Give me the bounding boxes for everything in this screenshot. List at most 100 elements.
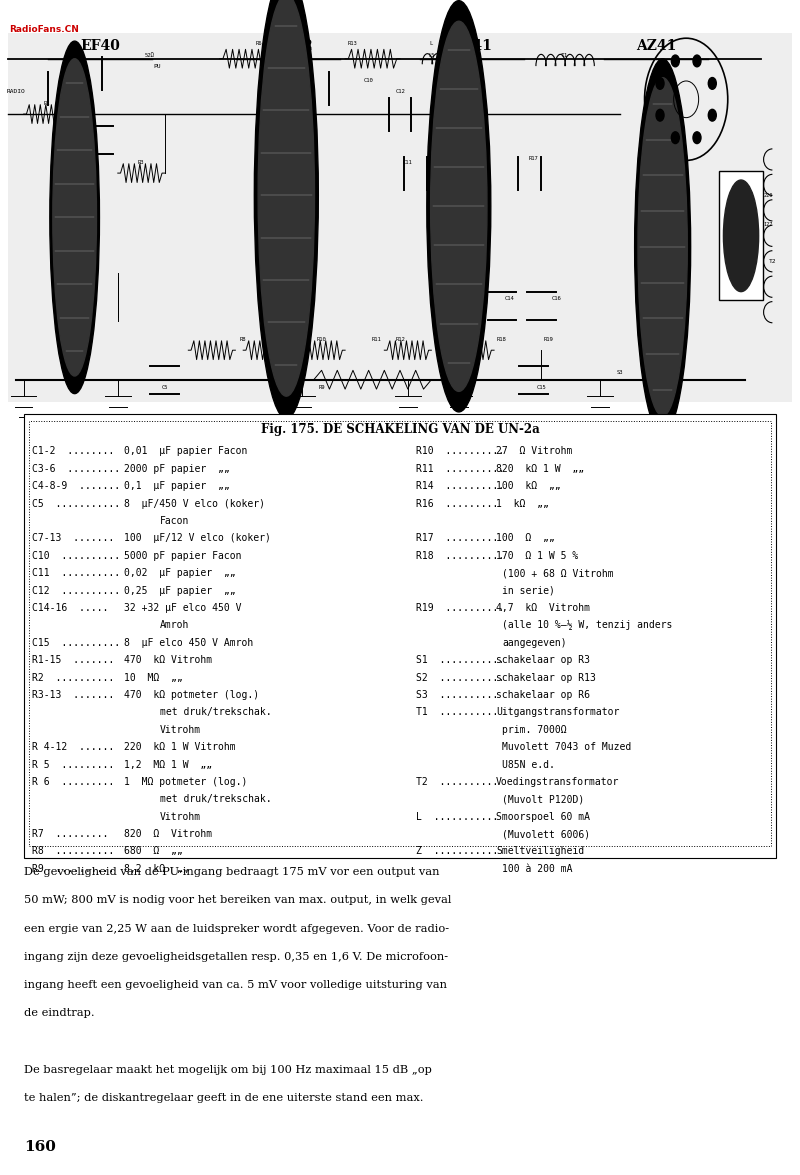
Text: 27  Ω Vitrohm: 27 Ω Vitrohm xyxy=(496,446,572,457)
Text: T1: T1 xyxy=(561,53,568,58)
Text: S3: S3 xyxy=(616,370,622,375)
Text: 470  kΩ potmeter (log.): 470 kΩ potmeter (log.) xyxy=(124,690,259,700)
Text: C15: C15 xyxy=(536,384,546,390)
Text: ingang zijn deze gevoeligheidsgetallen resp. 0,35 en 1,6 V. De microfoon-: ingang zijn deze gevoeligheidsgetallen r… xyxy=(24,952,448,962)
Ellipse shape xyxy=(50,41,99,394)
Text: 170  Ω 1 W 5 %: 170 Ω 1 W 5 % xyxy=(496,551,578,560)
Text: C6: C6 xyxy=(302,79,309,83)
Text: 0,01  μF papier Facon: 0,01 μF papier Facon xyxy=(124,446,247,457)
Text: 32 +32 μF elco 450 V: 32 +32 μF elco 450 V xyxy=(124,603,242,613)
Text: C4-8-9  .......: C4-8-9 ....... xyxy=(32,482,120,491)
Circle shape xyxy=(656,109,664,121)
Text: R17  .........: R17 ......... xyxy=(416,533,498,544)
Text: een ergie van 2,25 W aan de luidspreker wordt afgegeven. Voor de radio-: een ergie van 2,25 W aan de luidspreker … xyxy=(24,924,449,934)
Text: C2: C2 xyxy=(91,127,98,132)
Text: C7: C7 xyxy=(295,281,302,287)
Circle shape xyxy=(693,55,701,67)
Ellipse shape xyxy=(723,180,758,291)
Text: 0,02  μF papier  „„: 0,02 μF papier „„ xyxy=(124,569,236,578)
Ellipse shape xyxy=(427,1,491,412)
Text: ingang heeft een gevoeligheid van ca. 5 mV voor volledige uitsturing van: ingang heeft een gevoeligheid van ca. 5 … xyxy=(24,980,447,991)
Text: Smeltveiligheid: Smeltveiligheid xyxy=(496,846,584,857)
Text: R15: R15 xyxy=(442,336,452,342)
Text: 100  Ω  „„: 100 Ω „„ xyxy=(496,533,554,544)
Text: R11: R11 xyxy=(372,336,382,342)
Text: L: L xyxy=(430,41,433,47)
Text: R3-13  .......: R3-13 ....... xyxy=(32,690,114,700)
Text: RadioFans.CN: RadioFans.CN xyxy=(10,25,79,34)
Text: R1: R1 xyxy=(44,101,50,106)
Text: T2: T2 xyxy=(769,260,776,264)
Text: S1  ...........: S1 ........... xyxy=(416,656,504,665)
Text: De gevoeligheid van de PU-ingang bedraagt 175 mV vor een output van: De gevoeligheid van de PU-ingang bedraag… xyxy=(24,867,439,878)
Text: T2  ..........: T2 .......... xyxy=(416,777,498,787)
Text: R14  ..........: R14 .......... xyxy=(416,482,504,491)
Text: R7: R7 xyxy=(295,303,302,308)
Text: te halen”; de diskantregelaar geeft in de ene uiterste stand een max.: te halen”; de diskantregelaar geeft in d… xyxy=(24,1093,423,1103)
Text: C12  ..........: C12 .......... xyxy=(32,585,120,596)
Text: C1-2  ........: C1-2 ........ xyxy=(32,446,114,457)
Text: Muvolett 7043 of Muzed: Muvolett 7043 of Muzed xyxy=(502,743,632,752)
Text: R9  ..........: R9 .......... xyxy=(32,864,114,874)
Text: 100  kΩ  „„: 100 kΩ „„ xyxy=(496,482,561,491)
Text: prim. 7000Ω: prim. 7000Ω xyxy=(502,725,567,734)
Text: C14: C14 xyxy=(505,296,514,301)
Text: C15  ..........: C15 .......... xyxy=(32,638,120,647)
Text: C1: C1 xyxy=(75,70,82,76)
Text: (Muvolt P120D): (Muvolt P120D) xyxy=(502,794,585,805)
Text: 0,25  μF papier  „„: 0,25 μF papier „„ xyxy=(124,585,236,596)
Text: RADIO: RADIO xyxy=(6,89,26,94)
Ellipse shape xyxy=(258,0,314,396)
Circle shape xyxy=(708,109,716,121)
Ellipse shape xyxy=(638,78,687,416)
Text: Voedingstransformator: Voedingstransformator xyxy=(496,777,619,787)
Text: C7-13  .......: C7-13 ....... xyxy=(32,533,114,544)
Text: 10  MΩ  „„: 10 MΩ „„ xyxy=(124,672,182,683)
Text: 0,1  μF papier  „„: 0,1 μF papier „„ xyxy=(124,482,230,491)
Text: Smoorspoel 60 mA: Smoorspoel 60 mA xyxy=(496,812,590,821)
Text: R 6  .........: R 6 ......... xyxy=(32,777,114,787)
Text: schakelaar op R13: schakelaar op R13 xyxy=(496,672,596,683)
Text: 680  Ω  „„: 680 Ω „„ xyxy=(124,846,182,857)
Text: Facon: Facon xyxy=(160,516,190,526)
Text: R13: R13 xyxy=(348,41,358,47)
Text: 160: 160 xyxy=(24,1140,56,1154)
Text: in serie): in serie) xyxy=(502,585,555,596)
Circle shape xyxy=(671,132,679,143)
Text: R12: R12 xyxy=(395,336,405,342)
Text: R19  ..........: R19 .......... xyxy=(416,603,504,613)
Text: R1-15  .......: R1-15 ....... xyxy=(32,656,114,665)
Text: R19: R19 xyxy=(544,336,554,342)
Text: AZ41: AZ41 xyxy=(636,39,676,53)
Text: R17: R17 xyxy=(529,156,538,161)
Text: C5: C5 xyxy=(162,384,168,390)
Circle shape xyxy=(671,55,679,67)
Text: C13: C13 xyxy=(466,296,475,301)
Text: 100  μF/12 V elco (koker): 100 μF/12 V elco (koker) xyxy=(124,533,271,544)
Text: L5: L5 xyxy=(428,53,434,58)
Text: R 4-12  ......: R 4-12 ...... xyxy=(32,743,114,752)
Text: 220  kΩ 1 W Vitrohm: 220 kΩ 1 W Vitrohm xyxy=(124,743,236,752)
Text: (Muvolett 6006): (Muvolett 6006) xyxy=(502,830,590,839)
Text: C11  ..........: C11 .......... xyxy=(32,569,120,578)
Text: Vitrohm: Vitrohm xyxy=(160,725,201,734)
Text: Vitrohm: Vitrohm xyxy=(160,812,201,821)
Text: 50 mW; 800 mV is nodig voor het bereiken van max. output, in welk geval: 50 mW; 800 mV is nodig voor het bereiken… xyxy=(24,895,451,906)
Text: 8  μF elco 450 V Amroh: 8 μF elco 450 V Amroh xyxy=(124,638,254,647)
Text: EAF42: EAF42 xyxy=(262,39,314,53)
Bar xyxy=(29,421,771,846)
Text: 8,2  kΩ  „„: 8,2 kΩ „„ xyxy=(124,864,189,874)
Text: schakelaar op R6: schakelaar op R6 xyxy=(496,690,590,700)
Text: C16: C16 xyxy=(552,296,562,301)
Text: 8  μF/450 V elco (koker): 8 μF/450 V elco (koker) xyxy=(124,498,265,509)
Text: de eindtrap.: de eindtrap. xyxy=(24,1008,94,1019)
Ellipse shape xyxy=(634,59,690,435)
Text: met druk/trekschak.: met druk/trekschak. xyxy=(160,707,272,718)
Circle shape xyxy=(708,78,716,89)
Text: (alle 10 %–½ W, tenzij anders: (alle 10 %–½ W, tenzij anders xyxy=(502,620,673,631)
Text: R11  ..........: R11 .......... xyxy=(416,464,504,474)
Text: L  ...........: L ........... xyxy=(416,812,498,821)
Text: 820  Ω  Vitrohm: 820 Ω Vitrohm xyxy=(124,830,212,839)
Text: EL41: EL41 xyxy=(452,39,492,53)
Text: Amroh: Amroh xyxy=(160,620,190,631)
